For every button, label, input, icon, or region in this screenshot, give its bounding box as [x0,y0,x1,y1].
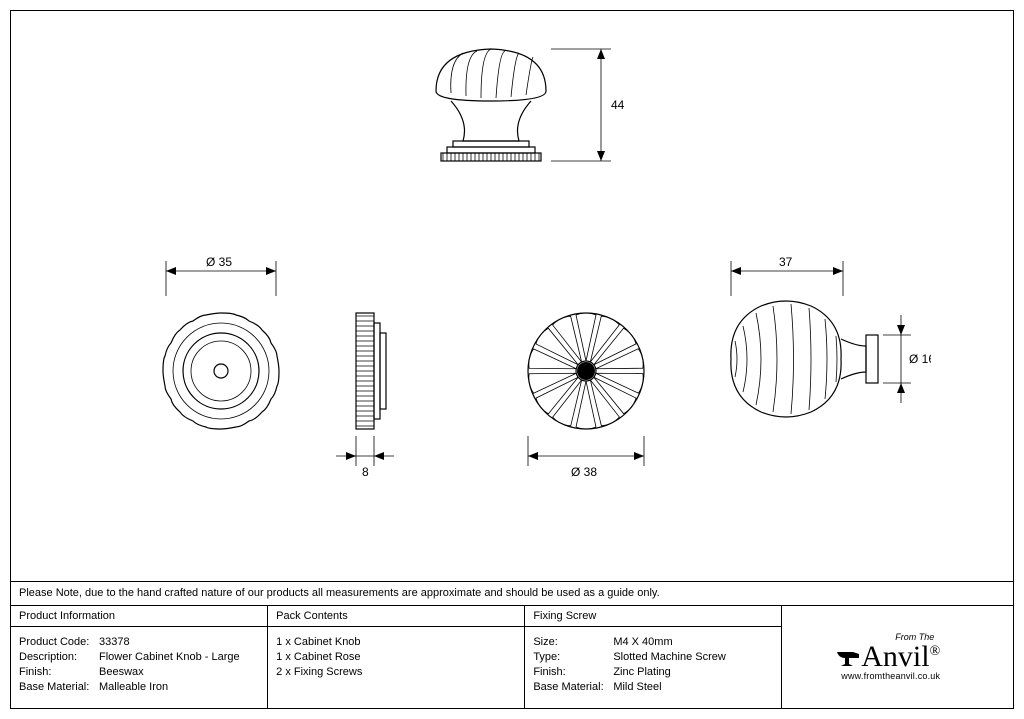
rose-side-view: 8 [321,261,421,511]
front-elevation: 44 [391,31,651,191]
lbl-smaterial: Base Material: [533,681,613,693]
dim-side-width: 37 [779,255,793,269]
logo-col: From The Anvil® www.fromtheanvil.co.uk [782,606,1013,708]
product-info-col: Product Information Product Code:33378 D… [11,606,268,708]
fixing-screw-col: Fixing Screw Size:M4 X 40mm Type:Slotted… [525,606,782,708]
lbl-sfinish: Finish: [533,666,613,678]
val-code: 33378 [99,636,259,648]
val-material: Malleable Iron [99,681,259,693]
val-desc: Flower Cabinet Knob - Large [99,651,259,663]
lbl-desc: Description: [19,651,99,663]
note-text: Please Note, due to the hand crafted nat… [19,587,660,599]
knob-top-view: Ø 38 [491,261,681,511]
rose-front-view: Ø 35 [131,241,311,471]
val-smaterial: Mild Steel [613,681,773,693]
drawing-sheet: 44 Ø 35 [10,10,1014,709]
dim-rose-thick: 8 [362,465,369,479]
pack-contents-header: Pack Contents [268,606,524,627]
dim-rose-dia: Ø 35 [206,255,232,269]
lbl-material: Base Material: [19,681,99,693]
logo-name: Anvil® [835,642,940,672]
val-sfinish: Zinc Plating [613,666,773,678]
pack-item: 2 x Fixing Screws [276,666,362,678]
val-type: Slotted Machine Screw [613,651,773,663]
anvil-icon [835,644,861,670]
knob-side-view: 37 Ø 16 [711,241,931,461]
lbl-code: Product Code: [19,636,99,648]
info-table: Product Information Product Code:33378 D… [11,606,1013,708]
logo-url: www.fromtheanvil.co.uk [835,672,940,681]
pack-item: 1 x Cabinet Knob [276,636,360,648]
pack-item: 1 x Cabinet Rose [276,651,360,663]
lbl-size: Size: [533,636,613,648]
val-finish: Beeswax [99,666,259,678]
dim-knob-dia: Ø 38 [571,465,597,479]
product-info-header: Product Information [11,606,267,627]
dim-stem-dia: Ø 16 [909,352,931,366]
dim-height: 44 [611,98,625,112]
fixing-screw-header: Fixing Screw [525,606,781,627]
lbl-finish: Finish: [19,666,99,678]
drawing-area: 44 Ø 35 [11,11,1013,581]
note-bar: Please Note, due to the hand crafted nat… [11,581,1013,606]
pack-contents-col: Pack Contents 1 x Cabinet Knob 1 x Cabin… [268,606,525,708]
val-size: M4 X 40mm [613,636,773,648]
lbl-type: Type: [533,651,613,663]
